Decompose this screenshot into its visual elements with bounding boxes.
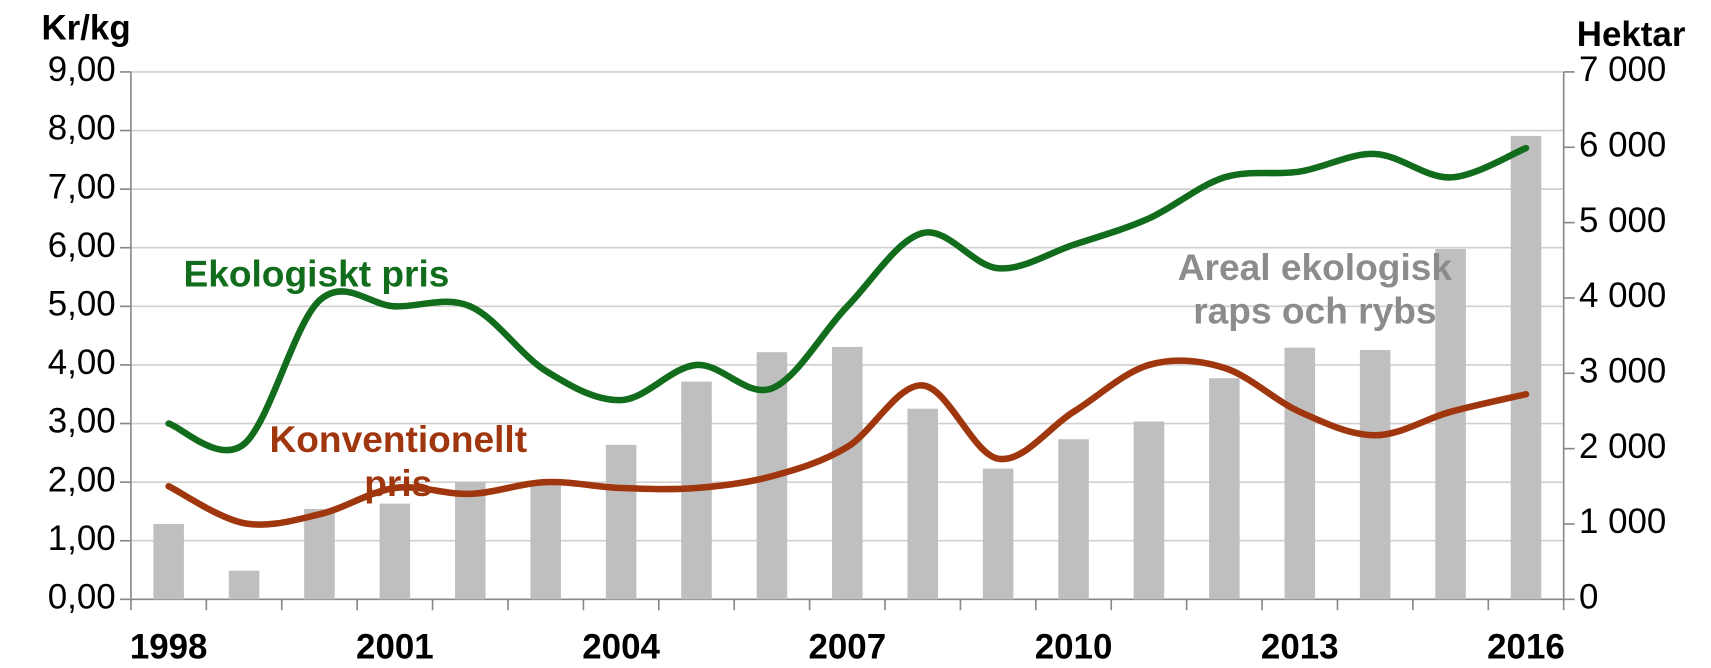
bar xyxy=(982,468,1014,600)
y-tick-label: 3,00 xyxy=(48,402,116,441)
y-tick-label: 6,00 xyxy=(48,226,116,265)
series-label: Areal ekologisk raps och rybs xyxy=(1177,247,1453,333)
y2-tick-label: 2 000 xyxy=(1579,427,1666,466)
bar xyxy=(228,570,260,600)
y-axis-title: Kr/kg xyxy=(41,9,130,48)
y-tick-label: 7,00 xyxy=(48,167,116,206)
y2-tick-label: 5 000 xyxy=(1579,201,1666,240)
y-tick-label: 5,00 xyxy=(48,285,116,324)
y2-tick-label: 3 000 xyxy=(1579,352,1666,391)
y2-tick-label: 1 000 xyxy=(1579,502,1666,541)
bar xyxy=(605,444,637,600)
y-tick-label: 0,00 xyxy=(48,578,116,617)
series-label: Konventionellt pris xyxy=(269,419,528,505)
y-tick-label: 8,00 xyxy=(48,109,116,148)
y2-axis-title: Hektar xyxy=(1577,15,1686,54)
bar xyxy=(1359,349,1391,600)
x-tick-label: 2007 xyxy=(808,628,886,667)
line xyxy=(165,144,1530,454)
bar xyxy=(530,482,561,600)
bar xyxy=(1510,135,1542,600)
x-tick-label: 2001 xyxy=(356,628,434,667)
y-tick-label: 2,00 xyxy=(48,460,116,499)
y2-tick-label: 0 xyxy=(1579,578,1598,617)
bar xyxy=(153,523,184,600)
bar xyxy=(455,481,486,600)
series-label: Ekologiskt pris xyxy=(183,253,450,296)
x-tick-label: 1998 xyxy=(130,628,208,667)
bar xyxy=(304,508,335,600)
bar xyxy=(907,408,939,600)
x-tick-label: 2016 xyxy=(1487,628,1565,667)
bar xyxy=(1058,439,1089,600)
x-tick-label: 2004 xyxy=(582,628,660,667)
bar xyxy=(1284,347,1316,600)
y2-tick-label: 4 000 xyxy=(1579,276,1666,315)
y2-tick-label: 6 000 xyxy=(1579,125,1666,164)
x-tick-label: 2013 xyxy=(1261,628,1339,667)
bar xyxy=(1209,378,1240,600)
y-tick-label: 1,00 xyxy=(48,519,116,558)
bar xyxy=(1435,248,1466,600)
bar xyxy=(832,346,863,600)
y2-tick-label: 7 000 xyxy=(1579,50,1666,89)
x-tick-label: 2010 xyxy=(1035,628,1113,667)
bar xyxy=(1133,421,1165,600)
bar xyxy=(379,503,411,600)
line xyxy=(165,357,1530,528)
y-tick-label: 4,00 xyxy=(48,343,116,382)
y-tick-label: 9,00 xyxy=(48,50,116,89)
